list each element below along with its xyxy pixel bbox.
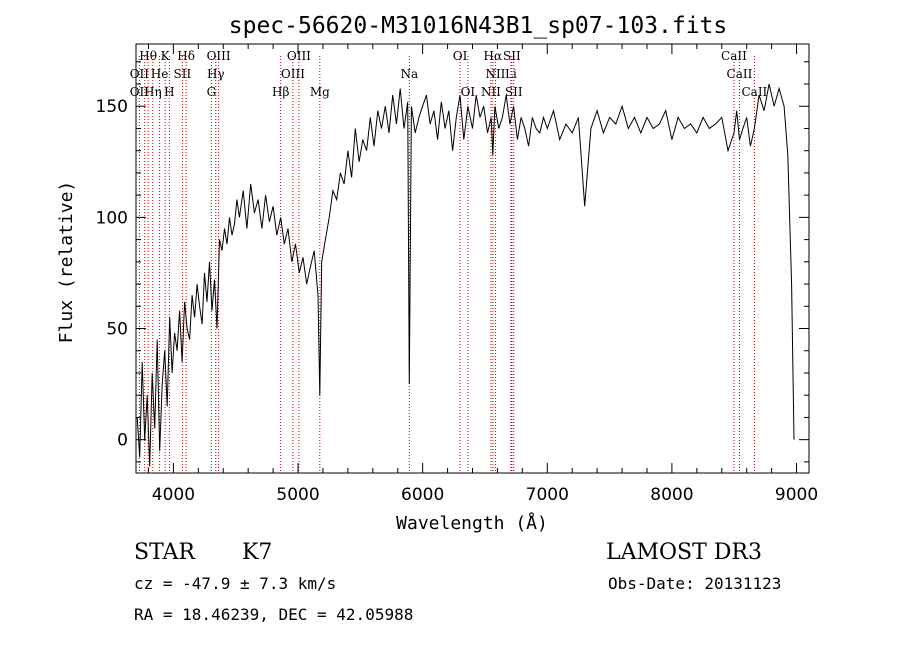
marker-label: Hθ	[139, 49, 157, 63]
marker-label: OIII	[281, 67, 305, 81]
marker-label: Hγ	[207, 67, 225, 81]
y-axis-label: Flux (relative)	[56, 181, 77, 344]
marker-label: G	[207, 85, 217, 99]
marker-label: Hη	[144, 85, 162, 99]
marker-label: Na	[400, 67, 418, 81]
marker-label: OIII	[207, 49, 231, 63]
marker-label: OI	[461, 85, 476, 99]
y-tick-label: 150	[96, 97, 128, 117]
x-tick-label: 4000	[152, 485, 195, 505]
marker-label: Li	[505, 67, 517, 81]
x-tick-label: 8000	[650, 485, 693, 505]
marker-label: OII	[130, 85, 150, 99]
x-tick-label: 5000	[276, 485, 319, 505]
marker-label: OI	[453, 49, 468, 63]
marker-label: SII	[503, 49, 521, 63]
x-tick-label: 6000	[401, 485, 444, 505]
marker-label: SII	[174, 67, 192, 81]
marker-label: Hα	[484, 49, 503, 63]
marker-label: CaII	[741, 85, 767, 99]
x-axis-label: Wavelength (Å)	[396, 512, 548, 534]
marker-label: OIII	[287, 49, 311, 63]
marker-label: NII	[481, 85, 501, 99]
marker-label: Mg	[310, 85, 330, 99]
marker-lines	[138, 56, 755, 473]
marker-label: Hβ	[272, 85, 289, 99]
marker-label: Hδ	[177, 49, 195, 63]
object-class: STAR	[134, 540, 196, 565]
y-tick-label: 100	[96, 208, 128, 228]
marker-label: OII	[130, 67, 150, 81]
marker-label: CaII	[727, 67, 753, 81]
marker-label: NII	[485, 67, 505, 81]
plot-frame	[135, 43, 810, 474]
coordinates: RA = 18.46239, DEC = 42.05988	[134, 605, 413, 624]
spectrum-line	[136, 83, 795, 467]
x-tick-label: 7000	[526, 485, 569, 505]
marker-label: He	[151, 67, 169, 81]
redshift-text: cz = -47.9 ± 7.3 km/s	[134, 574, 336, 593]
marker-label: SII	[505, 85, 523, 99]
y-tick-label: 50	[106, 320, 128, 340]
y-tick-label: 0	[117, 431, 128, 451]
survey-name: LAMOST DR3	[606, 540, 762, 565]
marker-label: H	[164, 85, 174, 99]
marker-label: CaII	[721, 49, 747, 63]
x-tick-label: 9000	[775, 485, 818, 505]
obs-date: Obs-Date: 20131123	[608, 574, 781, 593]
axis-ticks: 4000 5000 6000 7000 8000 9000 0 50 100 150	[96, 44, 818, 505]
chart-title: spec-56620-M31016N43B1_sp07-103.fits	[229, 13, 728, 39]
marker-label: K	[161, 49, 171, 63]
object-subclass: K7	[242, 540, 272, 565]
